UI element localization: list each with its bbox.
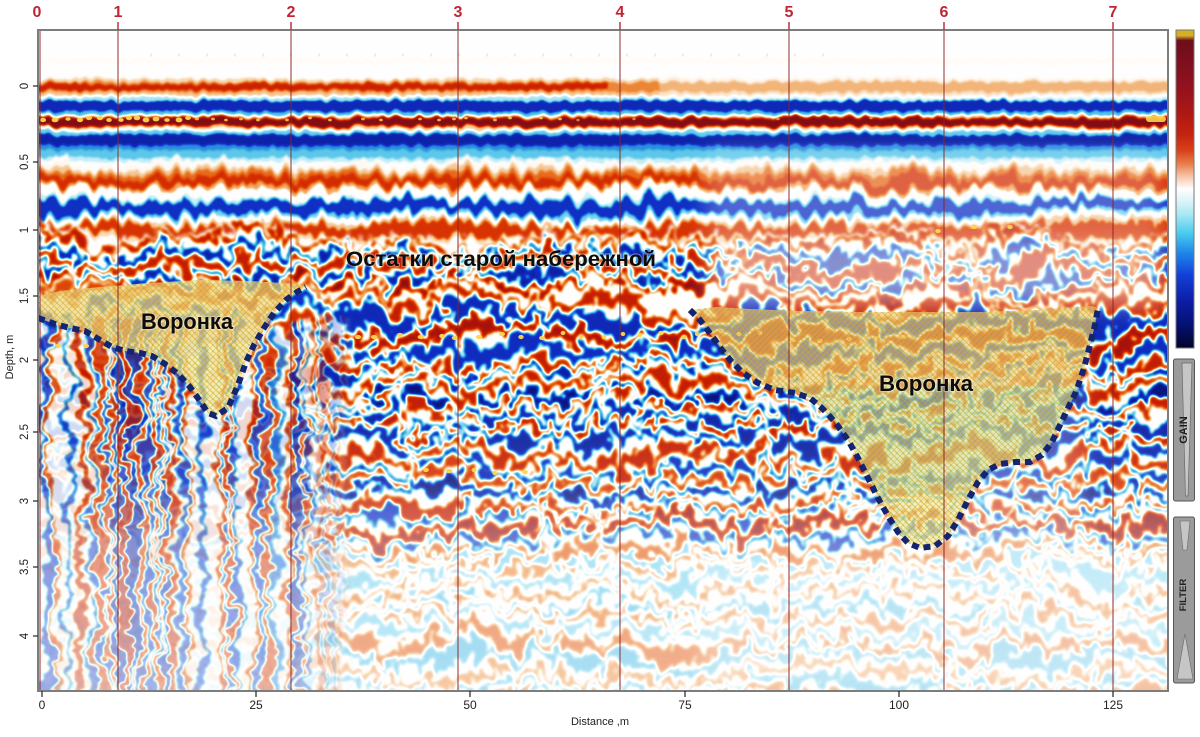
svg-text:25: 25 — [249, 698, 263, 712]
svg-text:3: 3 — [19, 498, 31, 504]
svg-text:4: 4 — [616, 4, 625, 21]
svg-text:2: 2 — [19, 357, 31, 363]
svg-text:5: 5 — [785, 4, 794, 21]
svg-text:Воронка: Воронка — [141, 309, 234, 334]
svg-text:125: 125 — [1103, 698, 1123, 712]
svg-text:Воронка: Воронка — [879, 371, 973, 396]
svg-text:Остатки старой набережной: Остатки старой набережной — [346, 247, 656, 271]
svg-text:3: 3 — [454, 4, 463, 21]
svg-text:50: 50 — [463, 698, 477, 712]
svg-text:2: 2 — [287, 4, 296, 21]
svg-text:GAIN: GAIN — [1178, 416, 1190, 444]
svg-text:0: 0 — [33, 4, 42, 21]
svg-text:3.5: 3.5 — [19, 559, 31, 575]
svg-text:1.5: 1.5 — [19, 288, 31, 304]
svg-text:75: 75 — [678, 698, 692, 712]
svg-text:Distance ,m: Distance ,m — [571, 716, 629, 728]
svg-text:1: 1 — [19, 227, 31, 233]
svg-text:1: 1 — [114, 4, 123, 21]
svg-text:0.5: 0.5 — [19, 154, 31, 170]
svg-text:2.5: 2.5 — [19, 424, 31, 440]
svg-text:0: 0 — [39, 698, 46, 712]
svg-text:4: 4 — [19, 632, 31, 639]
svg-text:100: 100 — [889, 698, 909, 712]
svg-text:Depth, m: Depth, m — [4, 335, 16, 380]
svg-text:0: 0 — [19, 83, 31, 89]
svg-text:7: 7 — [1109, 4, 1118, 21]
svg-text:6: 6 — [940, 4, 949, 21]
svg-text:FILTER: FILTER — [1178, 579, 1189, 612]
